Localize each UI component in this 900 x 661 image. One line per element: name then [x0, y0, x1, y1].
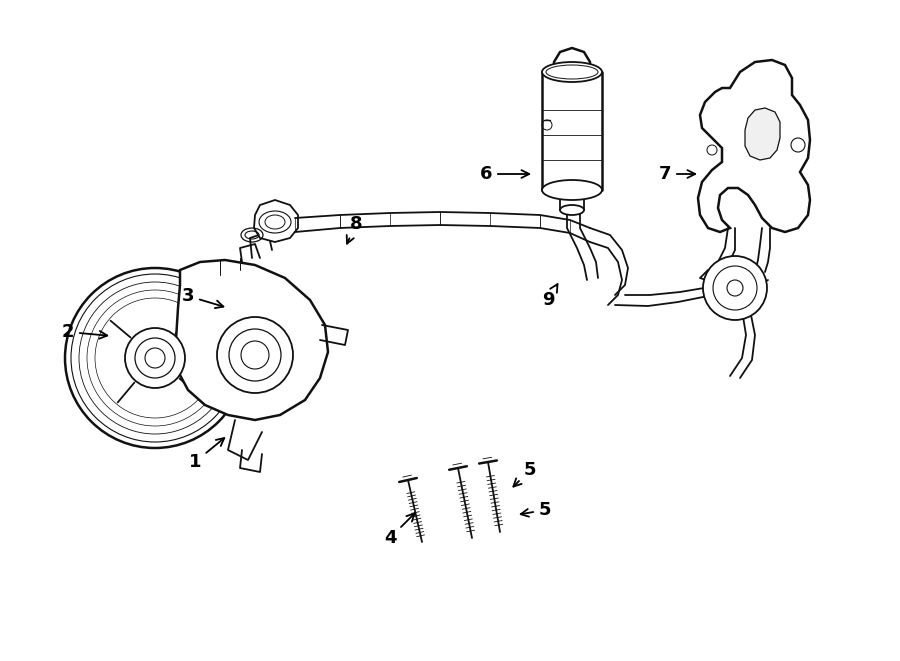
- Circle shape: [125, 328, 185, 388]
- Text: 4: 4: [383, 514, 415, 547]
- Polygon shape: [745, 108, 780, 160]
- Text: 8: 8: [346, 215, 363, 244]
- Text: 9: 9: [542, 284, 557, 309]
- Text: 7: 7: [659, 165, 695, 183]
- Text: 3: 3: [182, 287, 223, 308]
- Ellipse shape: [542, 180, 602, 200]
- Text: 2: 2: [62, 323, 107, 341]
- Text: 6: 6: [480, 165, 529, 183]
- Text: 5: 5: [521, 501, 551, 519]
- Text: 5: 5: [513, 461, 536, 486]
- Ellipse shape: [560, 205, 584, 215]
- Text: 1: 1: [189, 438, 224, 471]
- Ellipse shape: [542, 62, 602, 82]
- Polygon shape: [698, 60, 810, 232]
- Polygon shape: [176, 260, 328, 420]
- Circle shape: [217, 317, 293, 393]
- Circle shape: [703, 256, 767, 320]
- Ellipse shape: [554, 66, 590, 78]
- Polygon shape: [254, 200, 298, 242]
